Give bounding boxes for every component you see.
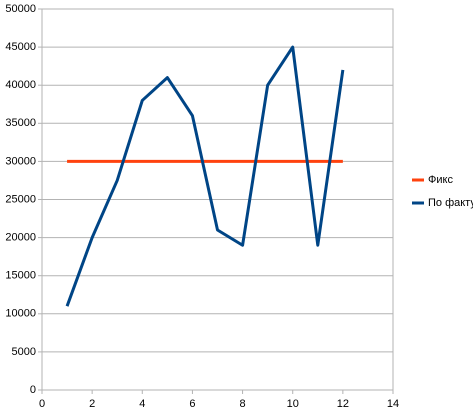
x-tick-label: 4 bbox=[139, 398, 145, 410]
y-tick-label: 15000 bbox=[5, 270, 36, 282]
y-tick-label: 20000 bbox=[5, 232, 36, 244]
x-tick-label: 0 bbox=[39, 398, 45, 410]
x-tick-label: 10 bbox=[287, 398, 299, 410]
y-tick-label: 0 bbox=[30, 384, 36, 396]
x-tick-label: 2 bbox=[89, 398, 95, 410]
legend-label: Фикс bbox=[428, 174, 453, 186]
y-tick-label: 10000 bbox=[5, 308, 36, 320]
y-tick-label: 5000 bbox=[12, 346, 36, 358]
y-tick-label: 50000 bbox=[5, 3, 36, 15]
x-tick-label: 8 bbox=[240, 398, 246, 410]
x-tick-label: 6 bbox=[189, 398, 195, 410]
x-tick-label: 12 bbox=[337, 398, 349, 410]
legend-label: По факту bbox=[428, 197, 473, 209]
y-tick-label: 35000 bbox=[5, 117, 36, 129]
y-tick-label: 25000 bbox=[5, 193, 36, 205]
series-line bbox=[65, 45, 345, 307]
y-tick-label: 30000 bbox=[5, 155, 36, 167]
x-tick-label: 14 bbox=[387, 398, 399, 410]
y-tick-label: 45000 bbox=[5, 41, 36, 53]
y-tick-label: 40000 bbox=[5, 79, 36, 91]
